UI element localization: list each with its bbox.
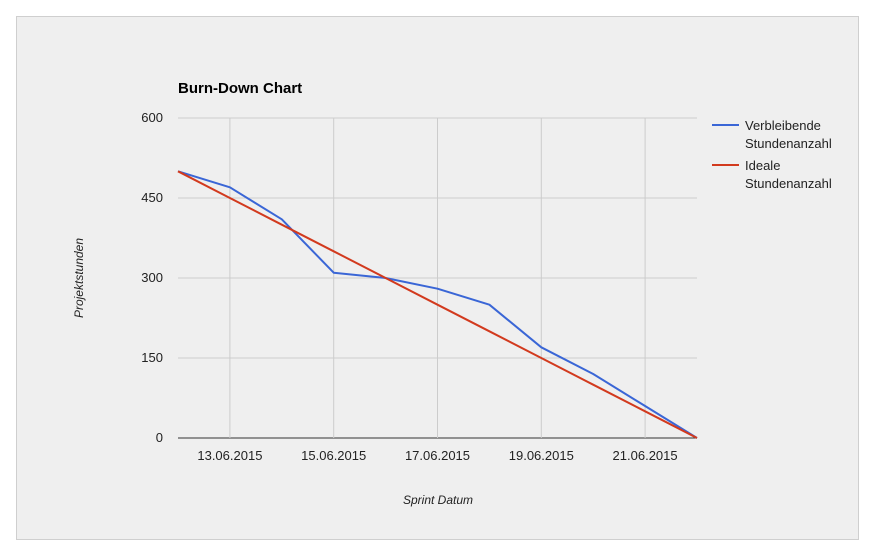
y-axis-ticks: 0 150 300 450 600	[141, 110, 163, 445]
x-tick-label: 15.06.2015	[301, 448, 366, 463]
legend-label: Verbleibende	[745, 118, 821, 133]
series-line-2	[177, 170, 698, 439]
y-tick-label: 300	[141, 270, 163, 285]
x-tick-label: 17.06.2015	[405, 448, 470, 463]
y-tick-label: 450	[141, 190, 163, 205]
x-axis-ticks: 13.06.2015 15.06.2015 17.06.2015 19.06.2015…	[197, 448, 677, 463]
x-axis-label: Sprint Datum	[403, 493, 473, 507]
x-tick-label: 19.06.2015	[509, 448, 574, 463]
legend-label: Ideale	[745, 158, 780, 173]
legend-label: Stundenanzahl	[745, 136, 832, 151]
legend-label: Stundenanzahl	[745, 176, 832, 191]
x-tick-label: 21.06.2015	[613, 448, 678, 463]
series-lines	[177, 170, 698, 439]
x-tick-label: 13.06.2015	[197, 448, 262, 463]
y-tick-label: 0	[156, 430, 163, 445]
legend: Verbleibende Stundenanzahl Ideale Stundenan…	[712, 118, 832, 191]
y-tick-label: 150	[141, 350, 163, 365]
y-tick-label: 600	[141, 110, 163, 125]
series-line-1	[177, 170, 698, 439]
gridlines	[178, 117, 697, 439]
y-axis-label: Projektstunden	[72, 238, 86, 318]
chart-title: Burn-Down Chart	[178, 80, 302, 97]
